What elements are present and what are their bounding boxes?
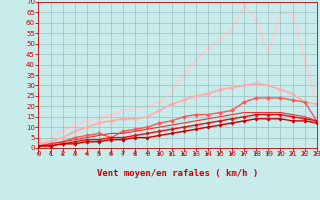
X-axis label: Vent moyen/en rafales ( km/h ): Vent moyen/en rafales ( km/h ) [97, 169, 258, 178]
